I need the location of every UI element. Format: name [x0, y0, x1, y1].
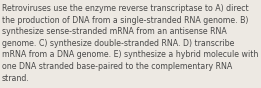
Text: synthesize sense-stranded mRNA from an antisense RNA: synthesize sense-stranded mRNA from an a… [2, 27, 227, 36]
Text: genome. C) synthesize double-stranded RNA. D) transcribe: genome. C) synthesize double-stranded RN… [2, 39, 234, 48]
Text: the production of DNA from a single-stranded RNA genome. B): the production of DNA from a single-stra… [2, 16, 248, 25]
Text: one DNA stranded base-paired to the complementary RNA: one DNA stranded base-paired to the comp… [2, 62, 232, 71]
Text: mRNA from a DNA genome. E) synthesize a hybrid molecule with: mRNA from a DNA genome. E) synthesize a … [2, 50, 258, 59]
Text: Retroviruses use the enzyme reverse transcriptase to A) direct: Retroviruses use the enzyme reverse tran… [2, 4, 249, 13]
Text: strand.: strand. [2, 74, 30, 83]
